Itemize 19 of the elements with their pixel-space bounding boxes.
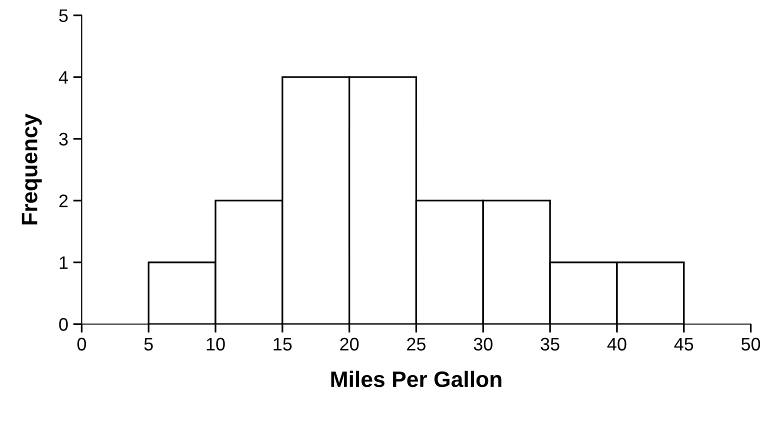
y-tick-label: 3 [59,132,68,146]
x-tick-label: 40 [607,338,626,351]
x-tick-label: 45 [674,338,694,351]
y-tick-label: 2 [59,194,68,208]
x-tick-label: 0 [77,338,86,351]
x-tick-label: 15 [274,338,292,351]
y-tick-label: 4 [58,71,68,84]
x-axis-title: Miles Per Gallon [331,370,502,388]
x-tick-label: 35 [540,338,560,351]
x-tick-label: 30 [474,338,492,351]
x-tick-label: 10 [206,338,225,351]
y-tick-label: 5 [59,9,68,22]
x-tick-label: 5 [144,338,153,351]
y-tick-label: 0 [59,318,68,331]
x-tick-label: 50 [741,338,760,351]
x-tick-label: 25 [407,338,426,351]
x-tick-label: 20 [340,338,359,351]
y-tick-label: 1 [60,256,68,269]
y-axis-title: Frequency [22,114,42,224]
